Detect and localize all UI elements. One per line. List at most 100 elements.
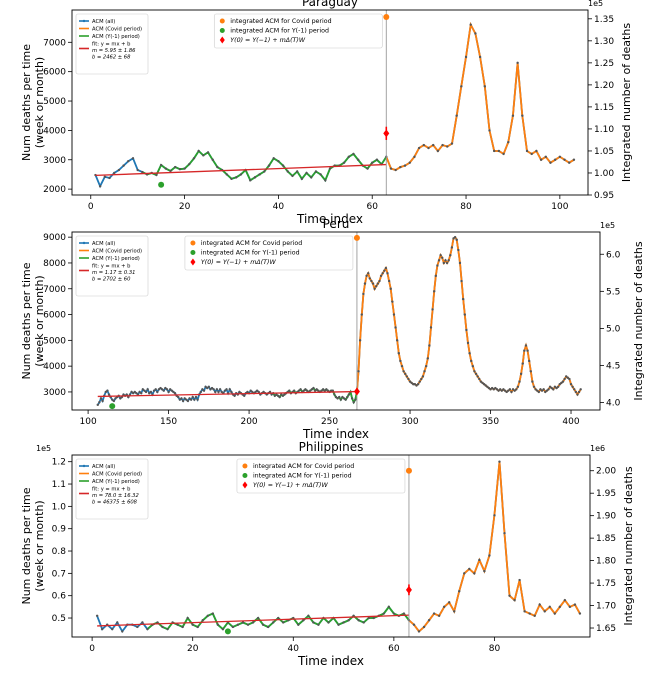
data-point	[455, 238, 458, 241]
data-point	[360, 313, 363, 316]
data-point	[489, 388, 492, 391]
legend-fit-text: fit: y = mx + b	[92, 42, 131, 48]
data-point	[548, 605, 551, 609]
series-acm-covid	[385, 21, 575, 171]
data-point	[394, 326, 397, 329]
data-point	[216, 623, 220, 626]
data-point	[191, 623, 194, 626]
data-point	[121, 630, 124, 633]
data-point	[255, 389, 259, 392]
data-point	[544, 155, 547, 159]
data-point	[201, 388, 204, 391]
data-point	[138, 390, 141, 394]
data-point	[568, 377, 571, 381]
data-point	[384, 266, 388, 270]
data-point	[111, 398, 114, 401]
data-point	[490, 386, 494, 390]
data-point	[488, 129, 491, 132]
data-point	[310, 176, 313, 179]
y-tick-label: 3000	[43, 156, 66, 166]
y-tick-label: 0.5	[52, 614, 66, 624]
data-point	[181, 399, 185, 403]
data-point	[518, 578, 521, 582]
data-point	[505, 390, 508, 394]
data-point	[231, 625, 235, 629]
data-point	[246, 390, 249, 394]
data-point	[523, 610, 526, 613]
data-point	[538, 603, 541, 606]
data-point	[423, 370, 426, 373]
data-point	[334, 395, 338, 399]
y-tick-label: 0.7	[52, 569, 66, 579]
data-point	[516, 61, 519, 65]
data-point	[180, 397, 183, 400]
data-point	[357, 619, 360, 622]
data-point	[154, 388, 157, 391]
data-point	[141, 388, 145, 391]
data-point	[437, 259, 441, 262]
y-tick-label: 0.9	[52, 525, 67, 535]
y2-tick-label: 4.0	[606, 399, 621, 409]
data-point	[164, 167, 168, 170]
data-point	[445, 261, 449, 265]
data-point	[375, 158, 379, 161]
data-point	[238, 390, 241, 394]
data-point	[482, 383, 486, 386]
y-axis-label-unit: (week or month)	[33, 57, 46, 148]
data-point	[270, 393, 273, 396]
data-point	[370, 279, 373, 283]
data-point	[366, 272, 370, 275]
data-point	[328, 167, 332, 170]
data-point	[307, 614, 310, 617]
legend-left-box	[75, 235, 149, 297]
plot-area	[96, 232, 582, 410]
axes-frame	[71, 231, 601, 411]
data-point	[468, 352, 471, 355]
legend-right-label: integrated ACM for Y(-1) period	[201, 250, 300, 257]
axes-frame	[71, 9, 589, 196]
legend-right-label: Y(0) = Y(−1) + mΔ(T)W	[201, 259, 277, 266]
data-point	[281, 164, 285, 167]
data-point	[177, 395, 180, 399]
x-tick-label: 60	[366, 202, 378, 212]
data-point	[463, 313, 466, 316]
data-point	[323, 389, 326, 392]
data-point	[487, 386, 491, 390]
data-point	[186, 616, 189, 620]
data-point	[319, 173, 322, 176]
data-point	[518, 380, 521, 383]
legend-left-label: ACM (Y(-1) period)	[92, 479, 140, 485]
x-tick-label: 400	[562, 417, 579, 427]
legend-right-label: Y(0) = Y(−1) + mΔ(T)W	[253, 482, 329, 489]
data-point	[474, 32, 477, 35]
data-point	[155, 173, 158, 177]
legend-right-box	[213, 13, 383, 49]
y2-tick-label: 1.30	[594, 37, 614, 47]
data-point	[99, 397, 103, 400]
data-point	[111, 627, 114, 631]
data-point	[173, 392, 177, 395]
data-point	[263, 170, 266, 173]
data-point	[95, 614, 99, 617]
data-point	[178, 167, 182, 171]
data-point	[481, 381, 484, 385]
data-point	[426, 357, 429, 360]
data-point	[204, 385, 207, 388]
data-point	[135, 392, 138, 395]
data-point	[434, 274, 438, 278]
y2-tick-label: 1.05	[594, 147, 614, 157]
data-point	[389, 287, 392, 290]
data-point	[483, 569, 486, 573]
data-point	[526, 349, 529, 352]
legend-right-marker	[190, 250, 196, 255]
fit-line	[95, 163, 387, 177]
data-point	[498, 460, 501, 463]
data-point	[199, 390, 202, 394]
data-point	[536, 389, 539, 392]
y2-tick-label: 1.00	[594, 169, 614, 179]
data-point	[413, 383, 417, 386]
data-point	[299, 388, 302, 391]
data-point	[339, 398, 343, 401]
legend-fit-text: m = 1.17 ± 0.31	[92, 270, 135, 276]
data-point	[220, 390, 223, 394]
